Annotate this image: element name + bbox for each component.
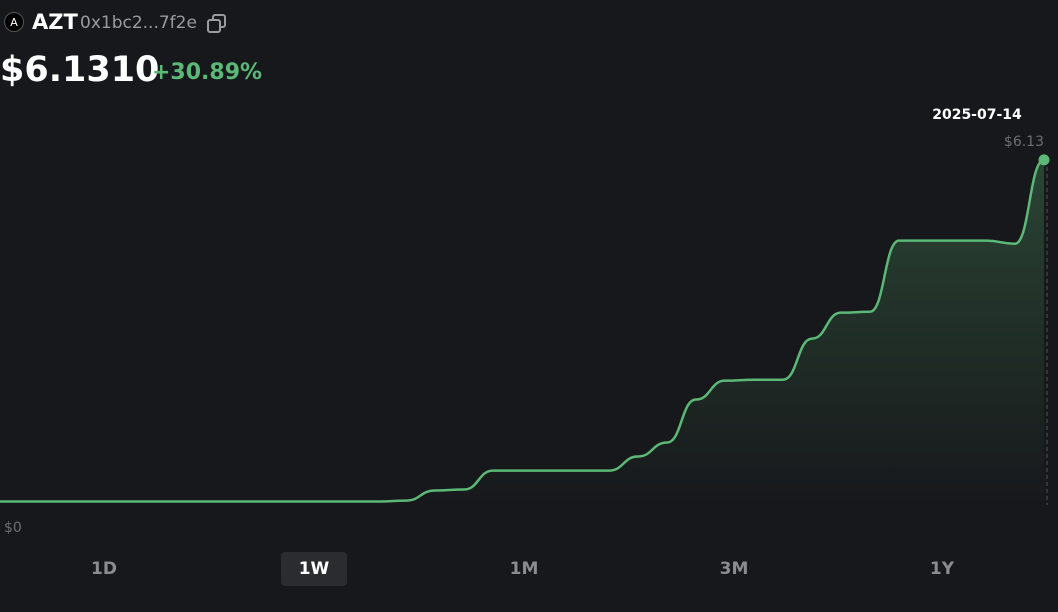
range-tab[interactable]: 1Y	[929, 559, 955, 579]
bottom-label: $0	[4, 520, 22, 536]
range-tab[interactable]: 1D	[91, 559, 117, 579]
range-tab[interactable]: 1W	[281, 552, 347, 586]
price-line	[0, 158, 1045, 503]
price-change: +30.89%	[152, 60, 263, 85]
token-logo: A	[4, 12, 24, 32]
copy-button[interactable]	[207, 14, 227, 34]
range-tab[interactable]: 3M	[719, 559, 749, 579]
chart: 2025-07-14 $6.13 $0	[0, 107, 1050, 536]
last-value-label: $6.13	[1004, 134, 1044, 150]
range-tab[interactable]: 1M	[509, 559, 539, 579]
last-date: 2025-07-14	[932, 107, 1022, 123]
last-point	[1038, 154, 1050, 166]
price: $6.1310	[0, 50, 160, 90]
area-fill	[0, 159, 1044, 505]
symbol: AZT	[32, 10, 78, 34]
address: 0x1bc2...7f2e	[80, 13, 197, 33]
